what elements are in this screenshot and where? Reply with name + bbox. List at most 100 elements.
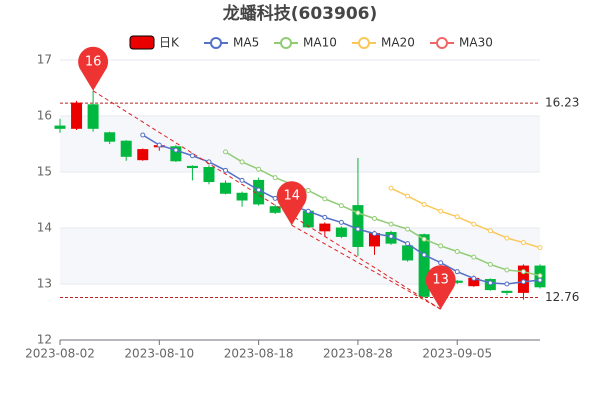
ma-line (390, 187, 541, 249)
candle-body (236, 192, 248, 201)
y-tick-label: 14 (37, 221, 52, 235)
candle-body (87, 104, 99, 129)
ma-point (371, 231, 377, 237)
ma-point (504, 281, 510, 287)
ma-point (405, 241, 411, 247)
legend-label: MA10 (303, 36, 337, 50)
ma-point (322, 196, 328, 202)
grid-band (60, 228, 540, 284)
candle-body (120, 140, 132, 157)
legend-icon (280, 37, 292, 49)
chart-title: 龙蟠科技(603906) (222, 3, 378, 24)
legend-icon (436, 37, 448, 49)
ma-point (156, 142, 162, 148)
ma-point (487, 228, 493, 234)
candle-body (203, 167, 215, 183)
ma-point (140, 132, 146, 138)
ma-point (504, 267, 510, 273)
x-tick-label: 2023-08-10 (124, 347, 194, 361)
candle-body (352, 205, 364, 247)
legend-label: MA20 (381, 36, 415, 50)
ma-point (388, 221, 394, 227)
ma-point (173, 147, 179, 153)
ma-point (239, 159, 245, 165)
y-tick-label: 15 (37, 165, 52, 179)
x-tick-label: 2023-08-28 (323, 347, 393, 361)
ma-point (537, 245, 543, 251)
ma-point (405, 193, 411, 199)
ma-point (537, 273, 543, 279)
legend-icon (210, 37, 222, 49)
pin (425, 265, 456, 310)
ma-point (355, 210, 361, 216)
legend-label: MA5 (233, 36, 259, 50)
y-tick-label: 13 (37, 277, 52, 291)
candle-body (319, 223, 331, 232)
candle-body (186, 165, 198, 169)
legend-label: 日K (159, 36, 180, 50)
candle-body (220, 182, 232, 194)
ma-point (371, 215, 377, 221)
ma-point (272, 175, 278, 181)
candle-body (170, 146, 182, 162)
trend-line (92, 90, 441, 310)
legend-label: MA30 (459, 36, 493, 50)
ma-point (454, 214, 460, 220)
ma-point (388, 233, 394, 239)
y-tick-label: 12 (37, 333, 52, 347)
candle-body (71, 102, 83, 129)
ma-point (272, 195, 278, 201)
ma-point (438, 208, 444, 214)
ma-point (189, 153, 195, 159)
reference-label: 16.23 (545, 96, 579, 110)
ma-point (487, 261, 493, 267)
y-tick-label: 16 (37, 109, 52, 123)
ma-point (504, 235, 510, 241)
ma-point (239, 177, 245, 183)
candle-body (104, 132, 116, 142)
ma-point (421, 252, 427, 258)
candle-body (418, 234, 430, 297)
candle-body (501, 290, 513, 293)
ma-point (355, 226, 361, 232)
candle-body (269, 206, 281, 213)
ma-point (454, 249, 460, 255)
ma-point (421, 236, 427, 242)
ma-point (388, 185, 394, 191)
ma-point (305, 187, 311, 193)
ma-point (405, 226, 411, 232)
ma-point (256, 187, 262, 193)
pin-label: 14 (283, 189, 300, 204)
legend-icon (129, 35, 155, 50)
ma-point (223, 167, 229, 173)
ma-point (421, 201, 427, 207)
reference-label: 12.76 (545, 290, 579, 304)
grid-band (60, 116, 540, 172)
ma-point (305, 208, 311, 214)
ma-point (487, 280, 493, 286)
pin-label: 16 (85, 54, 102, 69)
candle-body (54, 125, 66, 129)
x-tick-label: 2023-08-18 (224, 347, 294, 361)
ma-point (438, 260, 444, 266)
ma-point (471, 275, 477, 281)
ma-point (471, 221, 477, 227)
ma-point (338, 219, 344, 225)
candle-body (517, 265, 529, 293)
x-tick-label: 2023-09-05 (422, 347, 492, 361)
ma-point (537, 277, 543, 283)
ma-point (256, 166, 262, 172)
trend-line (291, 224, 441, 310)
ma-point (454, 269, 460, 275)
candle-body (402, 245, 414, 261)
ma-point (338, 203, 344, 209)
candle-body (335, 227, 347, 237)
pin (276, 181, 307, 226)
ma-point (471, 254, 477, 260)
ma-point (520, 279, 526, 285)
pin-label: 13 (432, 273, 449, 288)
ma-point (438, 243, 444, 249)
legend-icon (358, 37, 370, 49)
pin (78, 46, 109, 91)
